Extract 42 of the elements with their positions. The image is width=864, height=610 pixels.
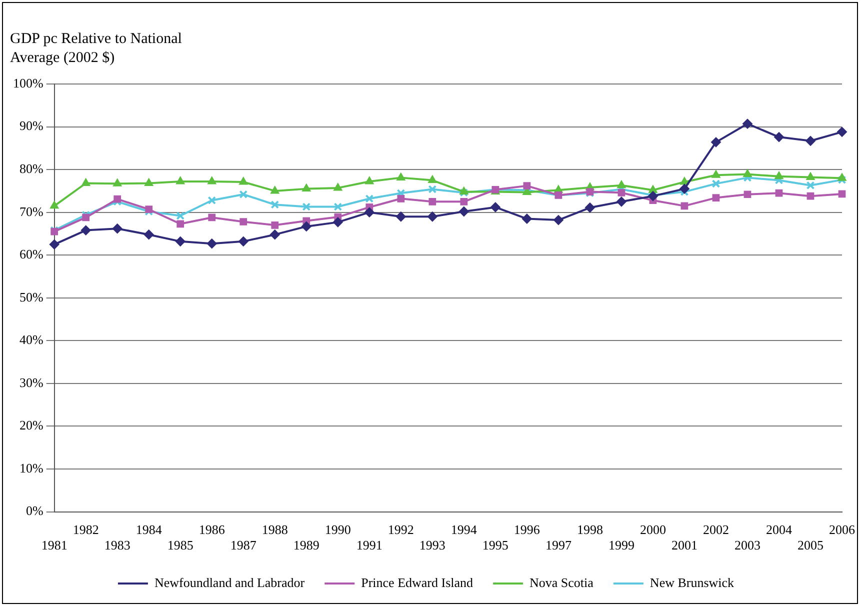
legend-label: New Brunswick [650,574,735,590]
x-tick-label: 2006 [829,522,856,538]
x-tick-label: 2001 [671,538,698,553]
x-tick-label: 1990 [324,522,351,538]
x-tick-label: 1991 [356,538,382,553]
y-tick-label: 30% [19,374,44,390]
y-tick-label: 0% [26,503,44,518]
x-tick-label: 1981 [41,538,68,553]
x-tick-label: 2003 [734,538,760,553]
y-tick-label: 50% [19,289,44,304]
x-tick-label: 1989 [293,538,320,553]
x-tick-label: 2000 [640,522,666,538]
y-tick-label: 90% [19,118,44,134]
x-tick-label: 1999 [608,538,634,553]
x-tick-label: 2004 [766,522,792,538]
x-tick-label: 1992 [388,522,414,538]
x-tick-label: 1993 [419,538,446,553]
x-tick-label: 1995 [482,538,508,553]
legend-label: Newfoundland and Labrador [154,574,306,590]
y-tick-label: 70% [19,204,44,219]
y-tick-label: 80% [19,160,44,176]
y-tick-label: 100% [12,75,44,90]
x-tick-label: 2005 [797,538,824,553]
x-tick-label: 1988 [262,522,288,538]
legend-label: Prince Edward Island [361,574,474,590]
x-tick-label: 1984 [136,522,162,538]
x-tick-label: 1985 [167,538,194,553]
x-tick-label: 1982 [72,522,99,538]
x-tick-label: 1983 [104,538,130,553]
y-tick-label: 10% [19,460,44,476]
y-tick-label: 20% [19,418,44,433]
legend-label: Nova Scotia [530,574,594,590]
chart-title: GDP pc Relative to National Average (2002 $) [10,30,183,68]
x-tick-label: 1996 [514,522,540,538]
x-tick-label: 1986 [198,522,226,538]
x-tick-label: 1997 [545,538,572,553]
y-tick-label: 40% [19,332,44,348]
x-tick-label: 2002 [702,522,729,538]
x-tick-label: 1987 [230,538,257,553]
x-tick-label: 1998 [576,522,603,538]
x-tick-label: 1994 [450,522,478,538]
y-tick-label: 60% [19,246,44,262]
